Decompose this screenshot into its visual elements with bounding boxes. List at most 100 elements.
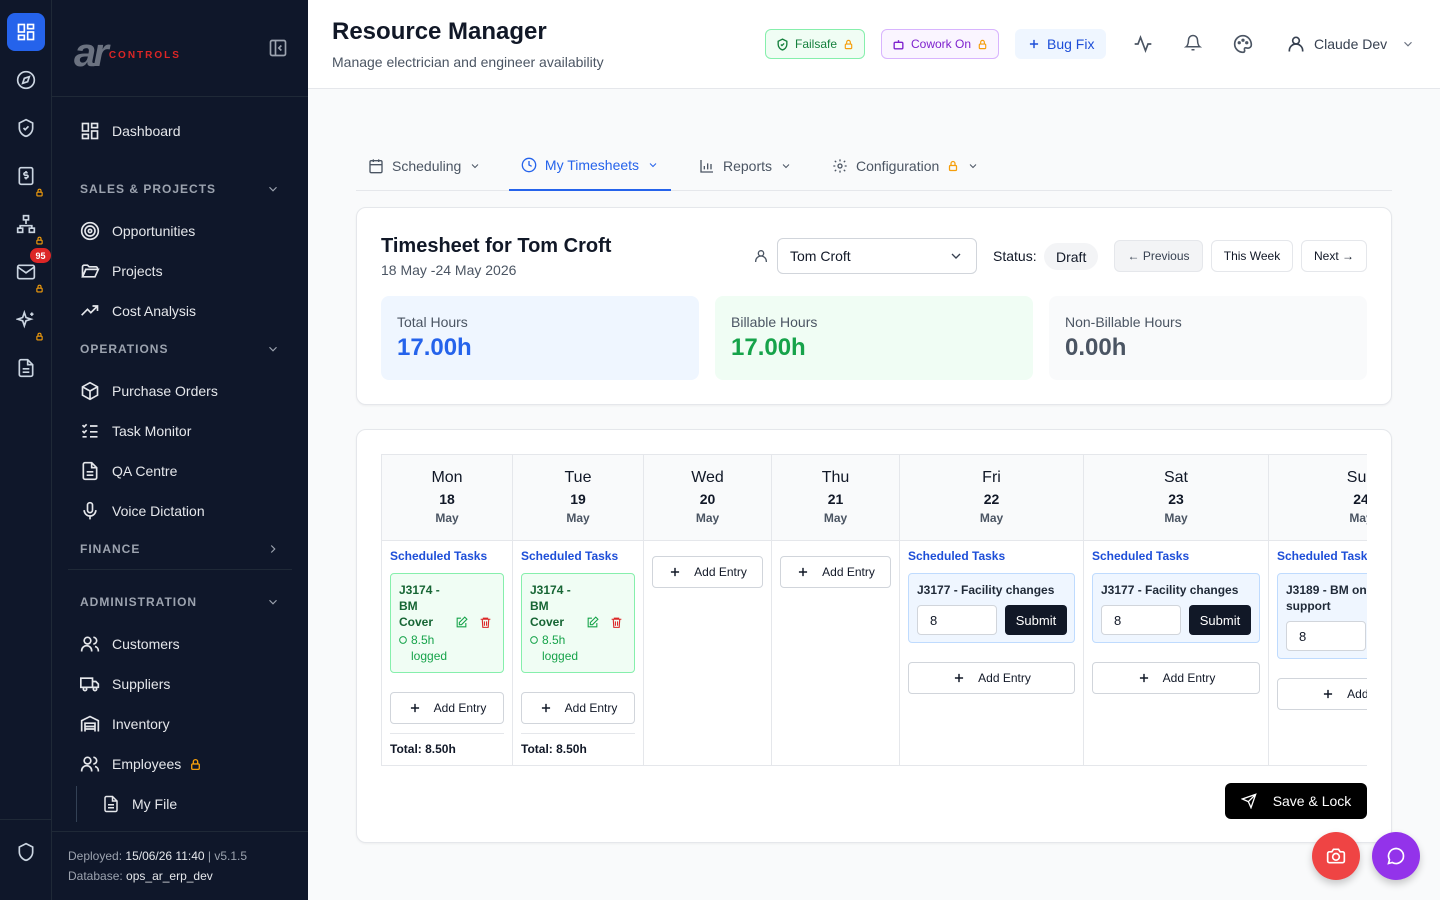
next-week-button[interactable]: Next → bbox=[1301, 240, 1367, 272]
sidebar-item-label: Customers bbox=[112, 636, 180, 652]
employee-select[interactable]: Tom Croft bbox=[777, 238, 977, 274]
bar-chart-icon bbox=[699, 158, 715, 174]
save-lock-button[interactable]: Save & Lock bbox=[1225, 783, 1367, 819]
add-entry-button[interactable]: Add Entry bbox=[908, 662, 1075, 694]
submit-button[interactable]: Submit bbox=[1189, 605, 1251, 635]
plus-icon bbox=[952, 671, 966, 685]
logged-hours: 8.5h logged bbox=[399, 632, 455, 664]
section-administration[interactable]: ADMINISTRATION bbox=[80, 595, 280, 609]
add-entry-button[interactable]: Add Entry bbox=[780, 556, 891, 588]
document-icon[interactable] bbox=[7, 349, 45, 387]
week-grid: Mon 18 May Scheduled Tasks J3174 - BM Co… bbox=[381, 454, 1367, 766]
dollar-file-icon[interactable] bbox=[7, 157, 45, 197]
dashboard-icon[interactable] bbox=[7, 13, 45, 51]
tab-my-timesheets[interactable]: My Timesheets bbox=[509, 140, 671, 191]
timesheet-summary-card: Timesheet for Tom Croft 18 May -24 May 2… bbox=[356, 207, 1392, 405]
palette-icon[interactable] bbox=[1233, 34, 1253, 54]
section-finance[interactable]: FINANCE bbox=[80, 542, 280, 556]
previous-week-button[interactable]: ← Previous bbox=[1114, 240, 1203, 272]
user-menu[interactable]: Claude Dev bbox=[1286, 34, 1415, 54]
hours-input[interactable]: 8 bbox=[1101, 605, 1181, 635]
hours-input[interactable]: 8 bbox=[1286, 621, 1366, 651]
sidebar-item-label: Employees bbox=[112, 756, 182, 772]
logged-text: 8.5h logged bbox=[542, 633, 579, 663]
sidebar-item-qa-centre[interactable]: QA Centre bbox=[68, 453, 292, 489]
sidebar-item-projects[interactable]: Projects bbox=[68, 253, 292, 289]
edit-icon[interactable] bbox=[455, 616, 468, 629]
file-text-icon bbox=[80, 461, 100, 481]
failsafe-badge[interactable]: Failsafe bbox=[765, 29, 866, 59]
add-entry-label: Add Entry bbox=[1347, 687, 1367, 701]
plus-icon bbox=[668, 565, 682, 579]
activity-icon[interactable] bbox=[1133, 34, 1153, 54]
bell-icon[interactable] bbox=[1184, 34, 1202, 52]
tab-scheduling[interactable]: Scheduling bbox=[368, 140, 481, 191]
sparkles-icon[interactable] bbox=[7, 301, 45, 341]
sidebar-item-voice-dictation[interactable]: Voice Dictation bbox=[68, 493, 292, 529]
trash-icon[interactable] bbox=[610, 616, 623, 629]
sidebar-item-opportunities[interactable]: Opportunities bbox=[68, 213, 292, 249]
hours-input[interactable]: 8 bbox=[917, 605, 997, 635]
shield-icon[interactable] bbox=[7, 833, 45, 871]
package-icon bbox=[80, 381, 100, 401]
sidebar-item-label: Suppliers bbox=[112, 676, 171, 692]
add-entry-button[interactable]: Add Entry bbox=[652, 556, 763, 588]
cowork-badge[interactable]: Cowork On bbox=[881, 29, 1000, 59]
compass-icon[interactable] bbox=[7, 61, 45, 99]
send-icon bbox=[1240, 793, 1257, 809]
day-header: Mon 18 May bbox=[382, 455, 512, 541]
tab-reports[interactable]: Reports bbox=[699, 140, 792, 191]
sidebar-item-purchase-orders[interactable]: Purchase Orders bbox=[68, 373, 292, 409]
sidebar-item-dashboard[interactable]: Dashboard bbox=[68, 113, 292, 149]
shield-check-icon[interactable] bbox=[7, 109, 45, 147]
bug-fix-label: Bug Fix bbox=[1047, 36, 1095, 52]
sidebar-item-my-file[interactable]: My File bbox=[90, 786, 292, 822]
status-label: Status: bbox=[993, 248, 1037, 264]
task-card[interactable]: J3177 - Facility changes 8 Submit bbox=[1092, 573, 1260, 643]
add-entry-button[interactable]: Add Entry bbox=[390, 692, 504, 724]
day-column-wed: Wed 20 May Add Entry bbox=[644, 455, 772, 765]
sidebar-item-suppliers[interactable]: Suppliers bbox=[68, 666, 292, 702]
add-entry-button[interactable]: Add Entry bbox=[1277, 678, 1367, 710]
section-sales-projects[interactable]: SALES & PROJECTS bbox=[80, 182, 280, 196]
sidebar-item-task-monitor[interactable]: Task Monitor bbox=[68, 413, 292, 449]
day-name: Mon bbox=[431, 469, 463, 486]
trash-icon[interactable] bbox=[479, 616, 492, 629]
check-circle-icon bbox=[530, 636, 538, 664]
chevron-down-icon bbox=[266, 342, 280, 356]
add-entry-button[interactable]: Add Entry bbox=[521, 692, 635, 724]
add-entry-button[interactable]: Add Entry bbox=[1092, 662, 1260, 694]
tab-configuration[interactable]: Configuration bbox=[832, 140, 979, 191]
timesheet-title: Timesheet for Tom Croft bbox=[381, 235, 612, 257]
sidebar-item-customers[interactable]: Customers bbox=[68, 626, 292, 662]
task-title: J3177 - Facility changes bbox=[1101, 583, 1239, 597]
edit-icon[interactable] bbox=[586, 616, 599, 629]
task-card[interactable]: J3189 - BM on support 8 bbox=[1277, 573, 1367, 659]
users-icon bbox=[80, 754, 100, 774]
database-label: Database: bbox=[68, 869, 123, 883]
sidebar-item-inventory[interactable]: Inventory bbox=[68, 706, 292, 742]
sidebar-item-label: QA Centre bbox=[112, 463, 178, 479]
day-total: Total: 8.50h bbox=[521, 733, 635, 756]
sidebar-collapse-icon[interactable] bbox=[268, 38, 288, 58]
sidebar-item-cost-analysis[interactable]: Cost Analysis bbox=[68, 293, 292, 329]
sidebar-item-label: Projects bbox=[112, 263, 163, 279]
mail-icon[interactable] bbox=[7, 253, 45, 293]
bug-fix-button[interactable]: Bug Fix bbox=[1015, 29, 1107, 59]
day-header: Wed 20 May bbox=[644, 455, 771, 541]
mail-badge: 95 bbox=[30, 248, 51, 263]
task-card[interactable]: J3174 - BM Cover 8.5h logged bbox=[390, 573, 504, 673]
database-value: ops_ar_erp_dev bbox=[126, 869, 213, 883]
section-operations[interactable]: OPERATIONS bbox=[80, 342, 280, 356]
task-card[interactable]: J3174 - BM Cover 8.5h logged bbox=[521, 573, 635, 673]
this-week-button[interactable]: This Week bbox=[1211, 240, 1293, 272]
ar-controls-logo: ar CONTROLS bbox=[74, 31, 181, 75]
camera-button[interactable] bbox=[1312, 832, 1360, 880]
target-icon bbox=[80, 221, 100, 241]
sidebar-item-employees[interactable]: Employees bbox=[68, 746, 292, 782]
task-card[interactable]: J3177 - Facility changes 8 Submit bbox=[908, 573, 1075, 643]
sitemap-icon[interactable] bbox=[7, 205, 45, 245]
dashboard-icon bbox=[80, 121, 100, 141]
submit-button[interactable]: Submit bbox=[1005, 605, 1067, 635]
chat-button[interactable] bbox=[1372, 832, 1420, 880]
